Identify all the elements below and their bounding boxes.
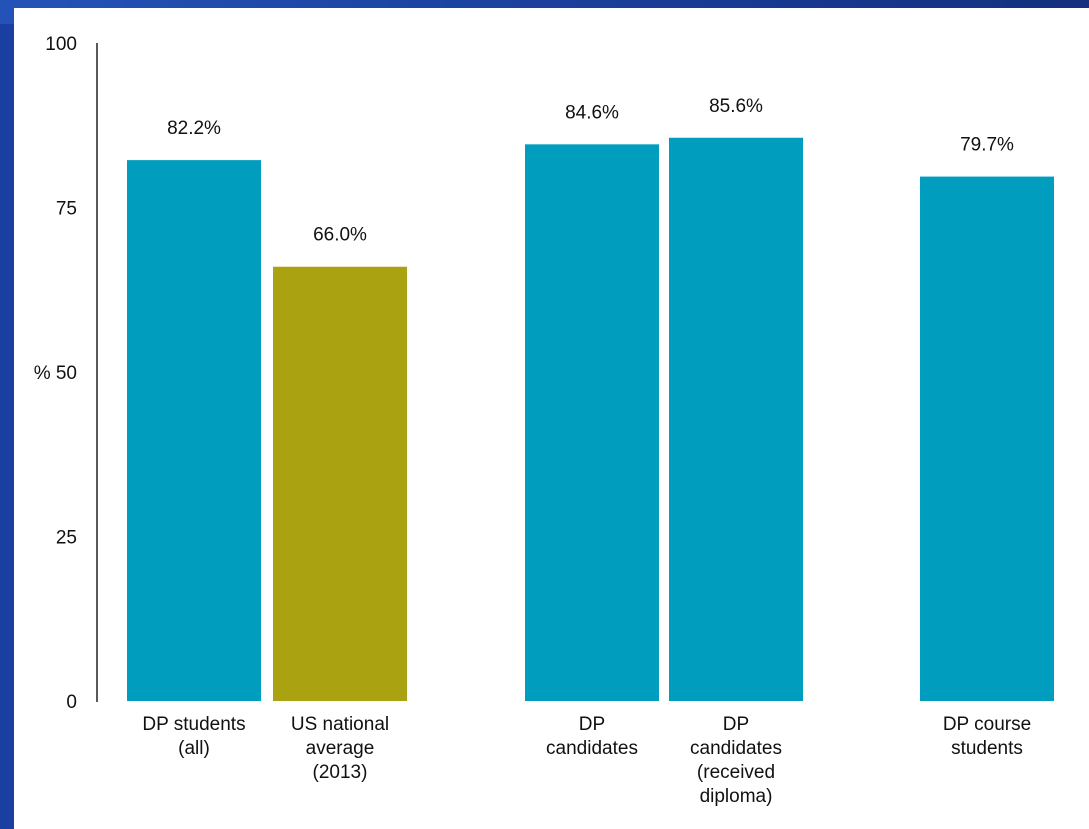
- x-category-label-line: DP: [579, 714, 605, 735]
- x-category-label-line: DP: [723, 714, 749, 735]
- axis-layer: 0 25 % 50 75 100: [34, 34, 98, 713]
- x-category-label-line: DP students: [142, 714, 245, 735]
- x-category-label-line: diploma): [700, 786, 773, 807]
- x-category-label-line: students: [951, 738, 1023, 759]
- y-tick-label: % 50: [34, 363, 77, 384]
- bar-value-label: 66.0%: [313, 225, 367, 246]
- x-category-label-line: DP course: [943, 714, 1031, 735]
- bar-value-label: 85.6%: [709, 96, 763, 117]
- x-category-label-line: (all): [178, 738, 210, 759]
- x-category-label: DP students (all): [142, 714, 245, 759]
- bar: [127, 160, 261, 701]
- bar-value-label: 82.2%: [167, 118, 221, 139]
- x-category-label-line: candidates: [546, 738, 638, 759]
- y-tick-label: 25: [56, 528, 77, 549]
- bar: [669, 137, 803, 701]
- x-category-label: DP course students: [943, 714, 1031, 759]
- x-category-label: DP candidates: [546, 714, 638, 759]
- x-category-label-line: US national: [291, 714, 389, 735]
- bar-value-label: 79.7%: [960, 135, 1014, 156]
- y-tick-label: 75: [56, 199, 77, 220]
- bar-layer: [127, 137, 1054, 702]
- y-tick-label: 100: [45, 34, 77, 55]
- x-category-label-line: average: [306, 738, 375, 759]
- x-category-label-line: candidates: [690, 738, 782, 759]
- bar: [920, 176, 1054, 702]
- y-tick-label: 0: [66, 692, 77, 713]
- x-category-label: US national average (2013): [291, 714, 389, 783]
- x-category-label: DP candidates (received diploma): [690, 714, 782, 807]
- label-layer: 82.2% DP students (all) 66.0% US national ave…: [142, 96, 1031, 807]
- bar: [273, 266, 407, 701]
- bar: [525, 144, 659, 701]
- chart-panel: 0 25 % 50 75 100 82.2% DP students (all) 66.0% U…: [14, 8, 1089, 829]
- bar-value-label: 84.6%: [565, 102, 619, 123]
- x-category-label-line: (2013): [313, 762, 368, 783]
- bar-chart: 0 25 % 50 75 100 82.2% DP students (all) 66.0% U…: [34, 34, 1054, 807]
- x-category-label-line: (received: [697, 762, 775, 783]
